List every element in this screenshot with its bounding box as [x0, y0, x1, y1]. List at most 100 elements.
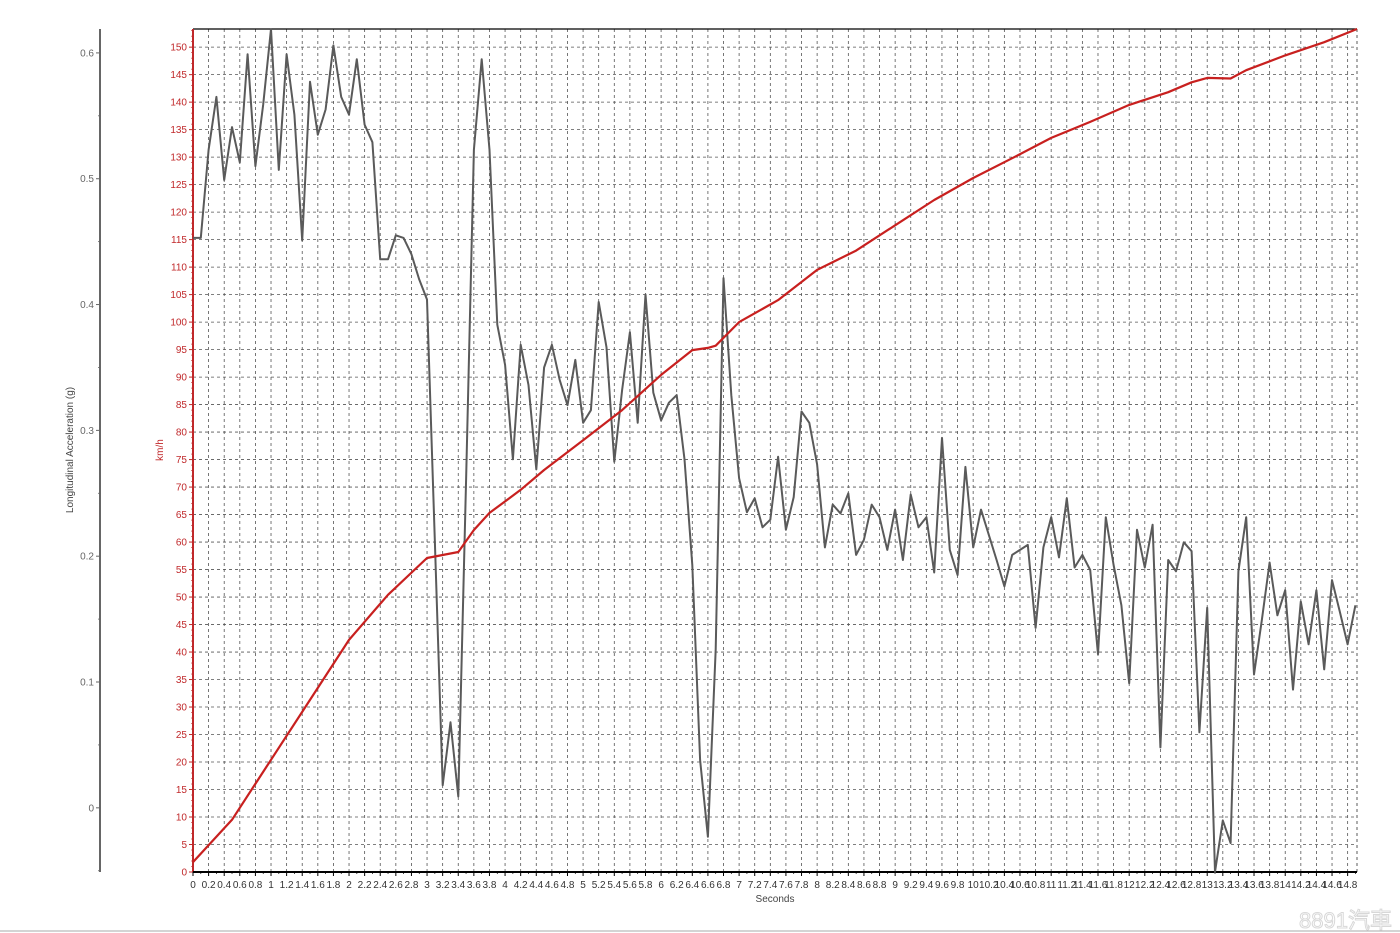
speed-tick-label: 50 — [176, 593, 188, 604]
x-tick-label: 2.6 — [389, 880, 403, 891]
x-tick-label: 3.2 — [436, 880, 450, 891]
x-tick-label: 9.2 — [904, 880, 918, 891]
x-tick-label: 11.4 — [1073, 880, 1092, 891]
speed-tick-label: 55 — [176, 565, 188, 576]
x-tick-label: 5.6 — [623, 880, 637, 891]
x-tick-label: 12.4 — [1151, 880, 1171, 891]
speed-tick-label: 95 — [176, 345, 188, 356]
x-tick-label: 10.6 — [1010, 880, 1030, 891]
speed-tick-label: 120 — [170, 208, 187, 219]
acceleration-tick-label: 0.3 — [80, 426, 94, 437]
x-tick-label: 10.8 — [1026, 880, 1046, 891]
x-tick-label: 4.4 — [529, 880, 543, 891]
x-tick-label: 1.2 — [280, 880, 294, 891]
x-tick-label: 13.8 — [1260, 880, 1280, 891]
speed-tick-label: 145 — [170, 70, 187, 81]
x-tick-label: 13.6 — [1244, 880, 1264, 891]
x-tick-label: 8.2 — [826, 880, 840, 891]
x-tick-label: 7 — [736, 880, 742, 891]
x-tick-label: 3.6 — [467, 880, 481, 891]
x-tick-label: 11 — [1046, 880, 1057, 891]
x-tick-label: 10 — [968, 880, 980, 891]
x-tick-label: 9 — [892, 880, 898, 891]
time-axis: 0 0.2 0.4 0.6 0.8 1 1.2 1.4 1.6 1.8 2 2.2 2.4 2.6 2.8 3… — [190, 871, 1358, 891]
speed-tick-label: 110 — [171, 263, 187, 274]
x-axis-label: Seconds — [756, 894, 795, 905]
speed-tick-label: 125 — [170, 180, 187, 191]
x-tick-label: 14 — [1280, 880, 1292, 891]
x-tick-label: 10.4 — [995, 880, 1015, 891]
x-tick-label: 0 — [190, 880, 196, 891]
speed-tick-label: 20 — [176, 758, 188, 769]
x-tick-label: 0.2 — [202, 880, 216, 891]
speed-tick-label: 85 — [176, 400, 188, 411]
x-tick-label: 14.2 — [1291, 880, 1311, 891]
x-tick-label: 9.8 — [951, 880, 965, 891]
acceleration-tick-label: 0.2 — [80, 552, 94, 563]
x-tick-label: 2.4 — [373, 880, 387, 891]
acceleration-line — [193, 28, 1357, 873]
acceleration-tick-label: 0.4 — [80, 300, 94, 311]
speed-tick-label: 80 — [176, 428, 188, 439]
x-tick-label: 1.8 — [326, 880, 340, 891]
x-tick-label: 7.8 — [795, 880, 809, 891]
y-axis-label-left: Longitudinal Acceleration (g) — [65, 387, 76, 513]
series-layer — [192, 27, 1358, 873]
x-tick-label: 3 — [424, 880, 430, 891]
x-tick-label: 12.8 — [1182, 880, 1202, 891]
x-tick-label: 5.4 — [607, 880, 621, 891]
speed-tick-label: 130 — [170, 153, 187, 164]
speed-tick-label: 90 — [176, 373, 188, 384]
x-tick-label: 9.6 — [935, 880, 949, 891]
x-tick-label: 4.8 — [561, 880, 575, 891]
acceleration-tick-label: 0.1 — [80, 678, 94, 689]
speed-tick-label: 10 — [176, 813, 188, 824]
speed-axis: 0 5 10 15 20 25 30 35 40 45 50 55 60 65 70 75 80 85 90 95 10… — [170, 29, 194, 879]
speed-tick-label: 25 — [176, 730, 188, 741]
x-tick-label: 0.6 — [233, 880, 247, 891]
x-tick-label: 13.2 — [1213, 880, 1233, 891]
speed-tick-label: 150 — [170, 43, 187, 54]
x-tick-label: 5.2 — [592, 880, 606, 891]
x-tick-label: 2 — [346, 880, 352, 891]
x-tick-label: 8.4 — [841, 880, 855, 891]
x-tick-label: 8.8 — [873, 880, 887, 891]
x-tick-label: 4.2 — [514, 880, 528, 891]
x-tick-label: 1 — [268, 880, 274, 891]
x-tick-label: 11.6 — [1089, 880, 1108, 891]
x-tick-label: 12 — [1124, 880, 1136, 891]
speed-tick-label: 5 — [181, 840, 187, 851]
speed-tick-label: 115 — [171, 235, 187, 246]
x-tick-label: 9.4 — [919, 880, 933, 891]
x-tick-label: 3.4 — [451, 880, 465, 891]
x-tick-label: 14.8 — [1338, 880, 1358, 891]
x-tick-label: 4 — [502, 880, 508, 891]
x-tick-label: 8 — [814, 880, 820, 891]
speed-tick-label: 105 — [170, 290, 187, 301]
x-tick-label: 4.6 — [545, 880, 559, 891]
acceleration-tick-label: 0.5 — [80, 174, 94, 185]
speed-tick-label: 75 — [176, 455, 188, 466]
x-tick-label: 6.4 — [685, 880, 699, 891]
speed-tick-label: 140 — [170, 98, 187, 109]
x-tick-label: 13 — [1202, 880, 1214, 891]
x-tick-label: 1.4 — [295, 880, 309, 891]
x-tick-label: 7.2 — [748, 880, 762, 891]
speed-tick-label: 15 — [176, 785, 188, 796]
speed-tick-label: 0 — [181, 868, 187, 879]
x-tick-label: 10.2 — [979, 880, 999, 891]
x-tick-label: 5.8 — [639, 880, 653, 891]
speed-tick-label: 45 — [176, 620, 188, 631]
x-tick-label: 7.4 — [763, 880, 777, 891]
y-axis-label-speed: km/h — [155, 439, 166, 461]
x-tick-label: 14.6 — [1322, 880, 1342, 891]
x-tick-label: 6 — [658, 880, 664, 891]
speed-tick-label: 40 — [176, 648, 188, 659]
x-tick-label: 12.2 — [1135, 880, 1155, 891]
acceleration-axis: 0 0.1 0.2 0.3 0.4 0.5 0.6 — [80, 29, 101, 872]
x-tick-label: 11.8 — [1104, 880, 1123, 891]
x-tick-label: 1.6 — [311, 880, 325, 891]
x-tick-label: 3.8 — [483, 880, 497, 891]
speed-tick-label: 60 — [176, 538, 188, 549]
